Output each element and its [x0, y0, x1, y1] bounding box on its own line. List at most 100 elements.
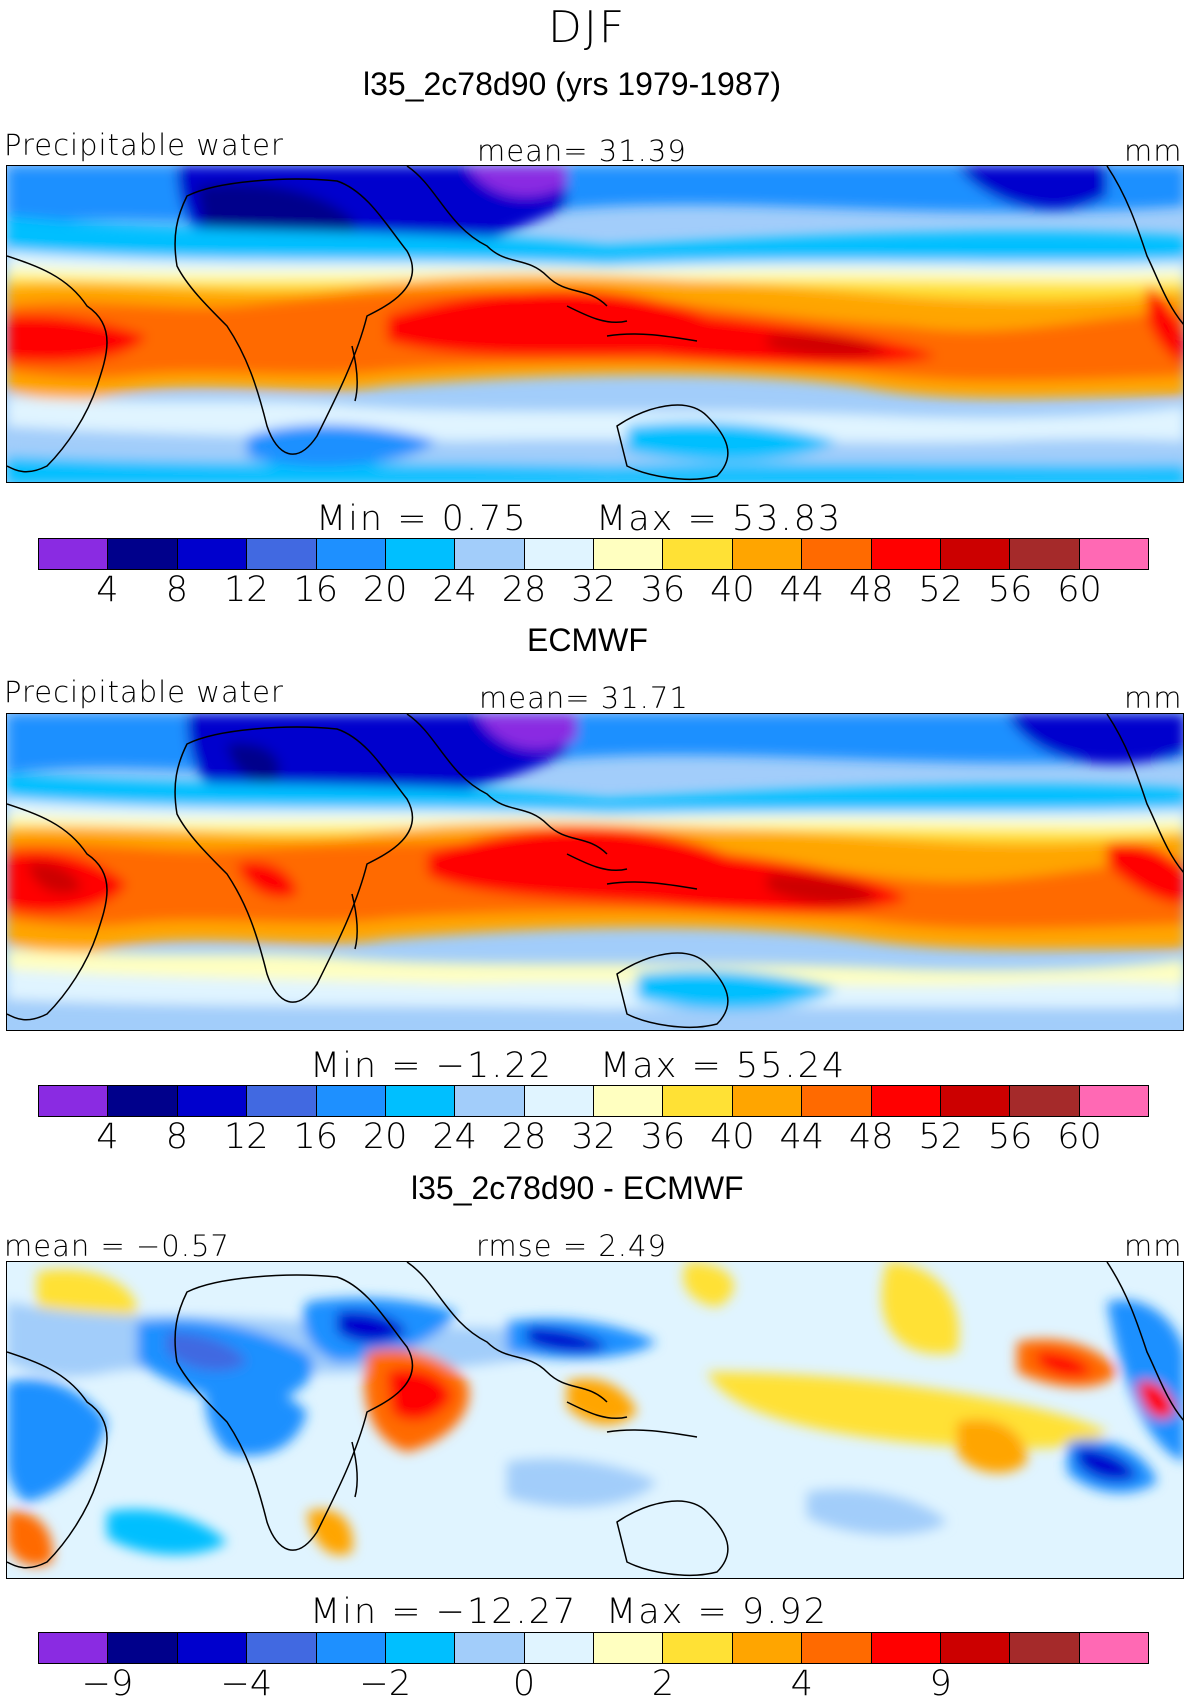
colorbar-swatch: [1079, 539, 1148, 569]
colorbar-tick-label: 52: [918, 570, 963, 610]
colorbar-swatch: [247, 539, 317, 569]
colorbar-tick-label: 32: [571, 1117, 616, 1157]
colorbar-tick-label: 4: [96, 1117, 119, 1157]
colorbar-tick-label: −4: [220, 1664, 273, 1704]
colorbar-swatch: [177, 1633, 248, 1663]
colorbar-tick-label: 24: [432, 1117, 477, 1157]
colorbar-tick-label: 36: [640, 570, 686, 610]
colorbar-tick-label: 44: [779, 1117, 825, 1157]
colorbar-swatch: [247, 1086, 317, 1116]
colorbar-tick-label: 8: [165, 1117, 189, 1157]
colorbar-tick-label: 40: [710, 1117, 755, 1157]
colorbar-swatch: [39, 1086, 109, 1116]
max-label-model: Max = 53.83: [596, 499, 843, 539]
map-diff: [6, 1261, 1184, 1579]
colorbar-tick-label: 32: [571, 570, 616, 610]
colorbar-swatch: [385, 1086, 456, 1116]
max-label-obs: Max = 55.24: [600, 1046, 847, 1086]
colorbar-tick-label: 2: [651, 1664, 675, 1704]
colorbar-tick-label: 16: [293, 570, 339, 610]
colorbar-tick-label: 48: [848, 1117, 894, 1157]
colorbar-swatch: [316, 539, 386, 569]
colorbar-swatch: [732, 1086, 803, 1116]
colorbar-swatch: [1010, 1086, 1080, 1116]
map-diff-svg: [7, 1262, 1183, 1578]
field-label-obs: Precipitable water: [4, 675, 284, 709]
colorbar-swatch: [663, 1633, 733, 1663]
colorbar-tick-label: 12: [224, 1117, 269, 1157]
units-label-obs: mm: [1124, 681, 1183, 715]
map-model-svg: [7, 166, 1183, 482]
colorbar-tick-label: 24: [432, 570, 477, 610]
colorbar-swatch: [247, 1633, 317, 1663]
figure-title: DJF: [548, 2, 627, 53]
colorbar-model: [38, 538, 1149, 570]
colorbar-swatch: [108, 1086, 178, 1116]
min-label-model: Min = 0.75: [316, 499, 528, 539]
map-obs: [6, 713, 1184, 1031]
colorbar-swatch: [1079, 1633, 1148, 1663]
colorbar-tick-label: 12: [224, 570, 269, 610]
colorbar-swatch: [940, 1633, 1011, 1663]
map-obs-svg: [7, 714, 1183, 1030]
colorbar-swatch: [385, 539, 456, 569]
colorbar-tick-label: 16: [293, 1117, 339, 1157]
min-label-obs: Min = −1.22: [310, 1046, 553, 1086]
colorbar-diff: [38, 1632, 1149, 1664]
colorbar-tick-label: 20: [362, 570, 408, 610]
panel-title-diff: l35_2c78d90 - ECMWF: [411, 1170, 744, 1206]
colorbar-obs: [38, 1085, 1149, 1117]
units-label-diff: mm: [1124, 1229, 1183, 1263]
colorbar-tick-label: 60: [1057, 570, 1102, 610]
colorbar-swatch: [802, 1086, 872, 1116]
colorbar-swatch: [594, 539, 664, 569]
colorbar-swatch: [871, 1086, 941, 1116]
colorbar-swatch: [732, 1633, 803, 1663]
colorbar-tick-label: 56: [987, 570, 1033, 610]
colorbar-tick-label: −2: [359, 1664, 411, 1704]
colorbar-tick-label: 60: [1057, 1117, 1102, 1157]
rmse-label-diff: rmse = 2.49: [476, 1229, 667, 1263]
map-model: [6, 165, 1184, 483]
colorbar-tick-label: 0: [512, 1664, 536, 1704]
colorbar-swatch: [1010, 1633, 1080, 1663]
colorbar-swatch: [39, 1633, 109, 1663]
mean-label-obs: mean= 31.71: [479, 681, 689, 715]
colorbar-swatch: [524, 1086, 594, 1116]
colorbar-swatch: [594, 1633, 664, 1663]
colorbar-tick-label: 8: [165, 570, 189, 610]
colorbar-swatch: [177, 1086, 248, 1116]
colorbar-swatch: [802, 539, 872, 569]
colorbar-tick-label: 36: [640, 1117, 686, 1157]
colorbar-swatch: [39, 539, 109, 569]
colorbar-tick-label: 4: [790, 1664, 813, 1704]
panel-title-model: l35_2c78d90 (yrs 1979-1987): [363, 66, 782, 102]
colorbar-swatch: [455, 539, 525, 569]
colorbar-swatch: [871, 1633, 941, 1663]
colorbar-swatch: [108, 539, 178, 569]
colorbar-swatch: [455, 1633, 525, 1663]
colorbar-tick-label: 9: [929, 1664, 952, 1704]
colorbar-swatch: [524, 539, 594, 569]
colorbar-tick-label: 4: [96, 570, 119, 610]
panel-title-obs: ECMWF: [527, 622, 648, 658]
colorbar-swatch: [316, 1086, 386, 1116]
colorbar-swatch: [940, 1086, 1011, 1116]
colorbar-swatch: [455, 1086, 525, 1116]
colorbar-swatch: [871, 539, 941, 569]
colorbar-swatch: [1079, 1086, 1148, 1116]
mean-label-model: mean= 31.39: [477, 134, 687, 168]
field-label-model: Precipitable water: [4, 128, 284, 162]
colorbar-swatch: [108, 1633, 178, 1663]
colorbar-tick-label: 52: [918, 1117, 963, 1157]
colorbar-tick-label: 56: [987, 1117, 1033, 1157]
min-label-diff: Min = −12.27: [310, 1592, 578, 1632]
colorbar-swatch: [732, 539, 803, 569]
colorbar-tick-label: 28: [501, 570, 547, 610]
colorbar-swatch: [594, 1086, 664, 1116]
units-label-model: mm: [1124, 134, 1183, 168]
colorbar-tick-label: 20: [362, 1117, 408, 1157]
colorbar-swatch: [940, 539, 1011, 569]
colorbar-swatch: [385, 1633, 456, 1663]
colorbar-swatch: [1010, 539, 1080, 569]
